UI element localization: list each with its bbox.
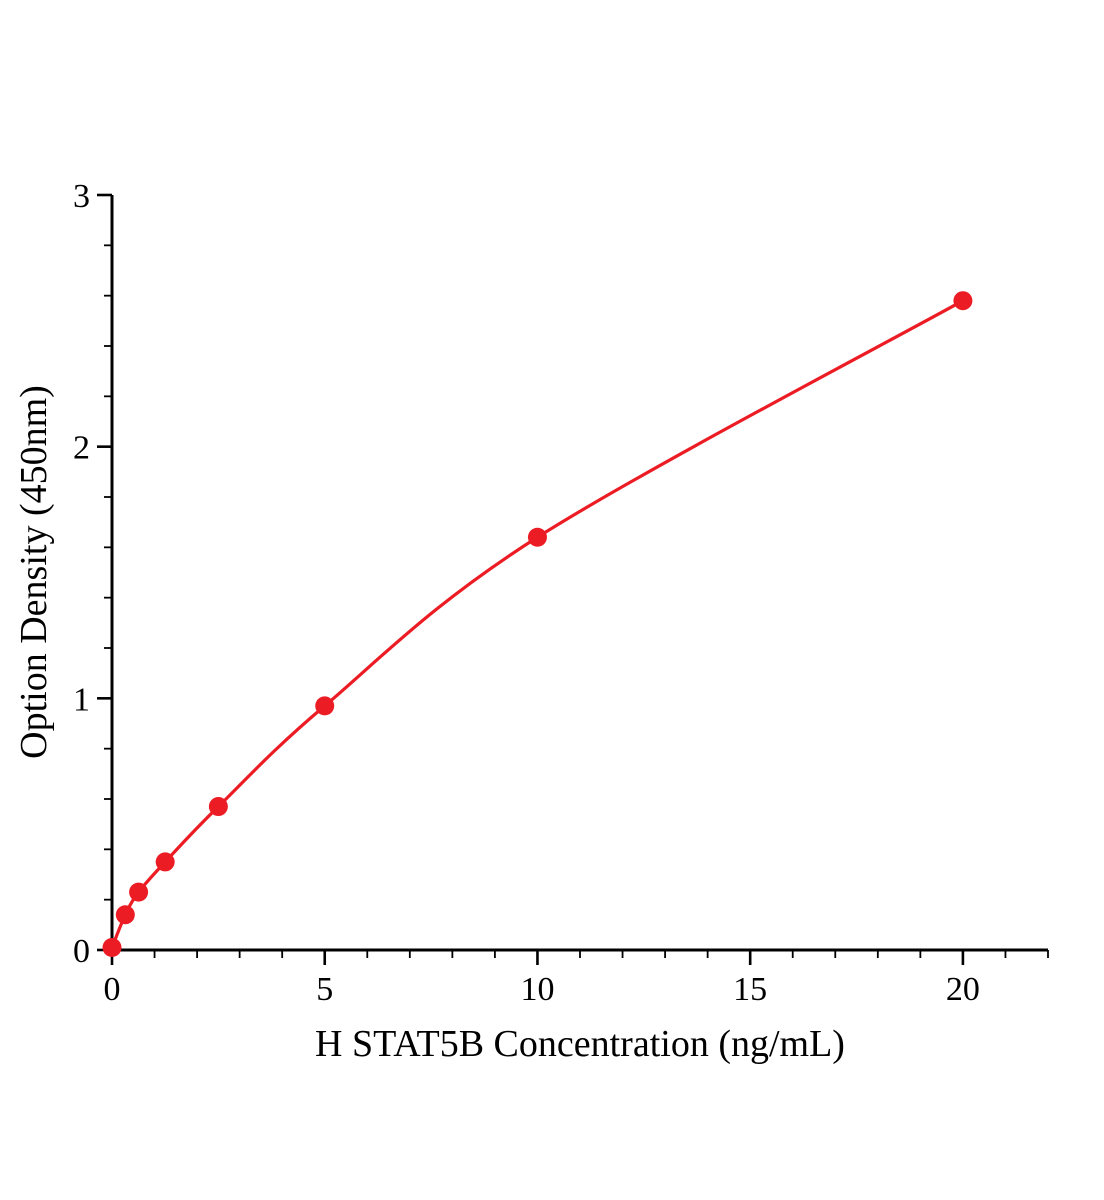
data-point-marker (208, 797, 228, 817)
data-point-marker (102, 937, 122, 957)
data-point-marker (129, 882, 149, 902)
data-point-marker (315, 696, 335, 716)
x-tick-label: 10 (520, 971, 554, 1008)
standard-curve-line (110, 299, 965, 950)
y-tick-label: 3 (73, 178, 90, 215)
x-tick-label: 20 (946, 971, 980, 1008)
y-tick-label: 1 (73, 681, 90, 718)
x-tick-label: 15 (733, 971, 767, 1008)
data-point-marker (155, 852, 175, 872)
x-axis-label: H STAT5B Concentration (ng/mL) (315, 1023, 845, 1065)
y-axis-label: Option Density (450nm) (13, 385, 55, 759)
data-point-marker (953, 291, 973, 311)
data-point-marker (527, 527, 547, 547)
y-tick-label: 0 (73, 933, 90, 970)
y-tick-label: 2 (73, 430, 90, 467)
data-point-marker (115, 905, 135, 925)
x-tick-label: 5 (316, 971, 333, 1008)
x-tick-label: 0 (104, 971, 121, 1008)
